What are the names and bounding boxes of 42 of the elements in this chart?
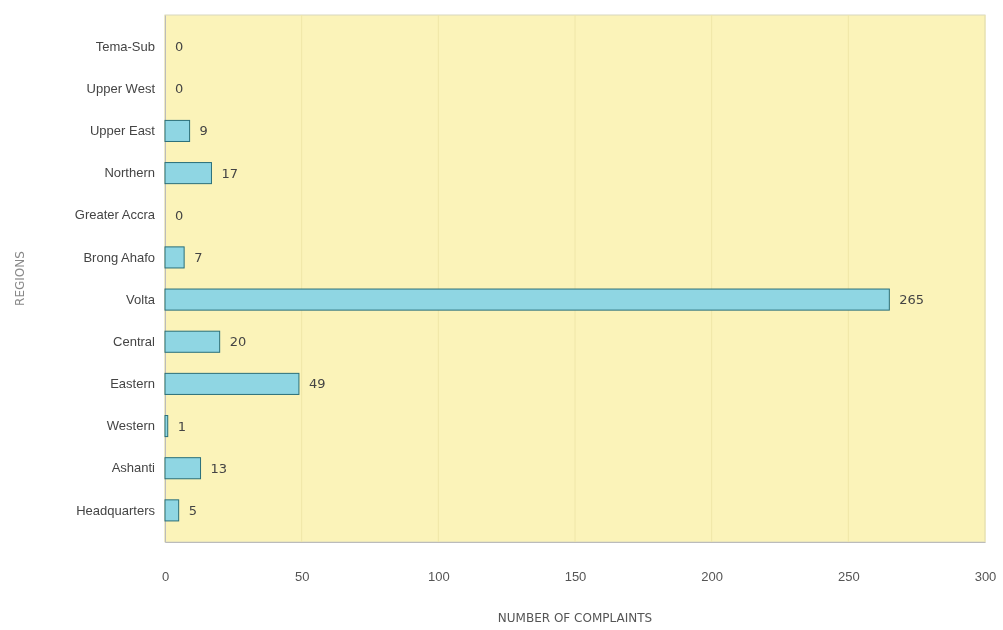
data-label: 265 (899, 292, 925, 308)
x-tick-label: 0 (161, 569, 170, 585)
x-tick-label: 250 (837, 569, 860, 585)
y-tick-label: Eastern (110, 376, 155, 392)
y-tick-label: Ashanti (111, 460, 156, 476)
data-label: 0 (175, 39, 184, 55)
x-tick-label: 300 (974, 569, 997, 585)
x-axis-title: NUMBER OF COMPLAINTS (497, 611, 653, 625)
y-tick-label: Volta (126, 291, 156, 307)
bar (164, 457, 202, 480)
y-tick-label: Tema-Sub (95, 38, 155, 54)
x-tick-label: 50 (294, 569, 310, 585)
y-tick-label: Northern (104, 165, 155, 181)
y-tick-label: Brong Ahafo (83, 249, 155, 265)
data-label: 5 (188, 502, 197, 518)
bar (164, 372, 300, 395)
y-tick-label: Upper East (89, 123, 156, 139)
data-label: 49 (308, 376, 326, 392)
data-label: 1 (177, 418, 187, 434)
y-tick-label: Headquarters (76, 502, 156, 518)
y-axis-title: REGIONS (13, 251, 27, 306)
data-label: 13 (210, 460, 228, 476)
bar (164, 246, 185, 269)
y-tick-label: Western (106, 418, 155, 434)
data-label: 7 (194, 249, 203, 265)
bar (164, 499, 180, 522)
data-label: 0 (175, 81, 184, 97)
y-tick-label: Central (113, 333, 156, 349)
bar (164, 119, 191, 142)
y-tick-label: Upper West (86, 80, 156, 96)
data-label: 9 (199, 123, 208, 139)
x-tick-label: 200 (701, 569, 724, 585)
data-label: 17 (221, 165, 239, 181)
bar (164, 162, 212, 185)
y-tick-label: Greater Accra (74, 207, 156, 223)
data-label: 0 (175, 207, 184, 223)
bar (164, 330, 221, 353)
bar (164, 288, 890, 311)
x-tick-label: 100 (427, 569, 450, 585)
x-tick-label: 150 (564, 569, 587, 585)
bar (164, 415, 169, 438)
data-label: 20 (229, 334, 247, 350)
